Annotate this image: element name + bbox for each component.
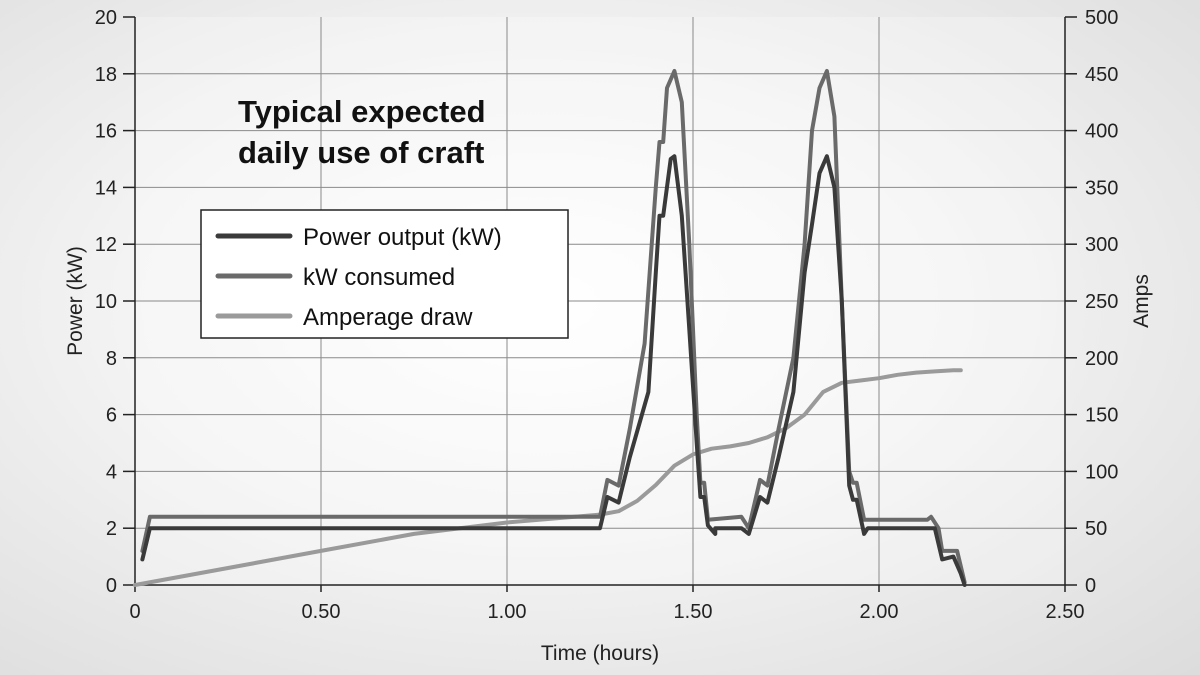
x-tick-label: 0 [129,601,140,623]
x-tick-label: 2.50 [1046,601,1085,623]
y-axis-title: Power (kW) [64,246,87,356]
series-lines [133,69,967,587]
y-tick-label: 18 [95,64,117,86]
y-tick-label: 14 [95,177,117,199]
x-tick-label: 1.50 [674,601,713,623]
x-tick-label: 1.00 [488,601,527,623]
y-tick-label: 16 [95,121,117,143]
y2-tick-label: 150 [1085,405,1118,427]
x-tick-label: 2.00 [860,601,899,623]
y2-tick-label: 0 [1085,575,1096,597]
y-tick-label: 20 [95,7,117,29]
legend: Power output (kW) kW consumed Amperage dra… [200,209,569,339]
series-line-amperage-draw [133,368,963,587]
series-line-power-output-kw [140,154,967,587]
x-axis-title: Time (hours) [541,642,659,665]
chart-title-line-1: Typical expected [238,94,486,129]
y-tick-label: 6 [106,405,117,427]
legend-label-kw-consumed: kW consumed [303,264,455,291]
y2-tick-label: 50 [1085,518,1107,540]
y-tick-label: 12 [95,234,117,256]
y2-axis-title: Amps [1130,274,1153,328]
y2-tick-label: 200 [1085,348,1118,370]
y-tick-label: 10 [95,291,117,313]
series-line-kw-consumed [140,69,967,585]
legend-label-power-output-kw: Power output (kW) [303,224,502,251]
x-tick-label: 0.50 [302,601,341,623]
y-tick-label: 4 [106,461,117,483]
y-tick-label: 0 [106,575,117,597]
y2-tick-label: 450 [1085,64,1118,86]
y-tick-label: 2 [106,518,117,540]
tick-labels: 0 0.50 1.00 1.50 2.00 2.500246810121416182005… [95,7,1119,623]
y2-tick-label: 250 [1085,291,1118,313]
y2-tick-label: 300 [1085,234,1118,256]
chart-title-line-2: daily use of craft [238,135,484,170]
legend-label-amperage-draw: Amperage draw [303,304,473,331]
y2-tick-label: 350 [1085,177,1118,199]
y2-tick-label: 100 [1085,461,1118,483]
y2-tick-label: 400 [1085,121,1118,143]
y2-tick-label: 500 [1085,7,1118,29]
y-tick-label: 8 [106,348,117,370]
